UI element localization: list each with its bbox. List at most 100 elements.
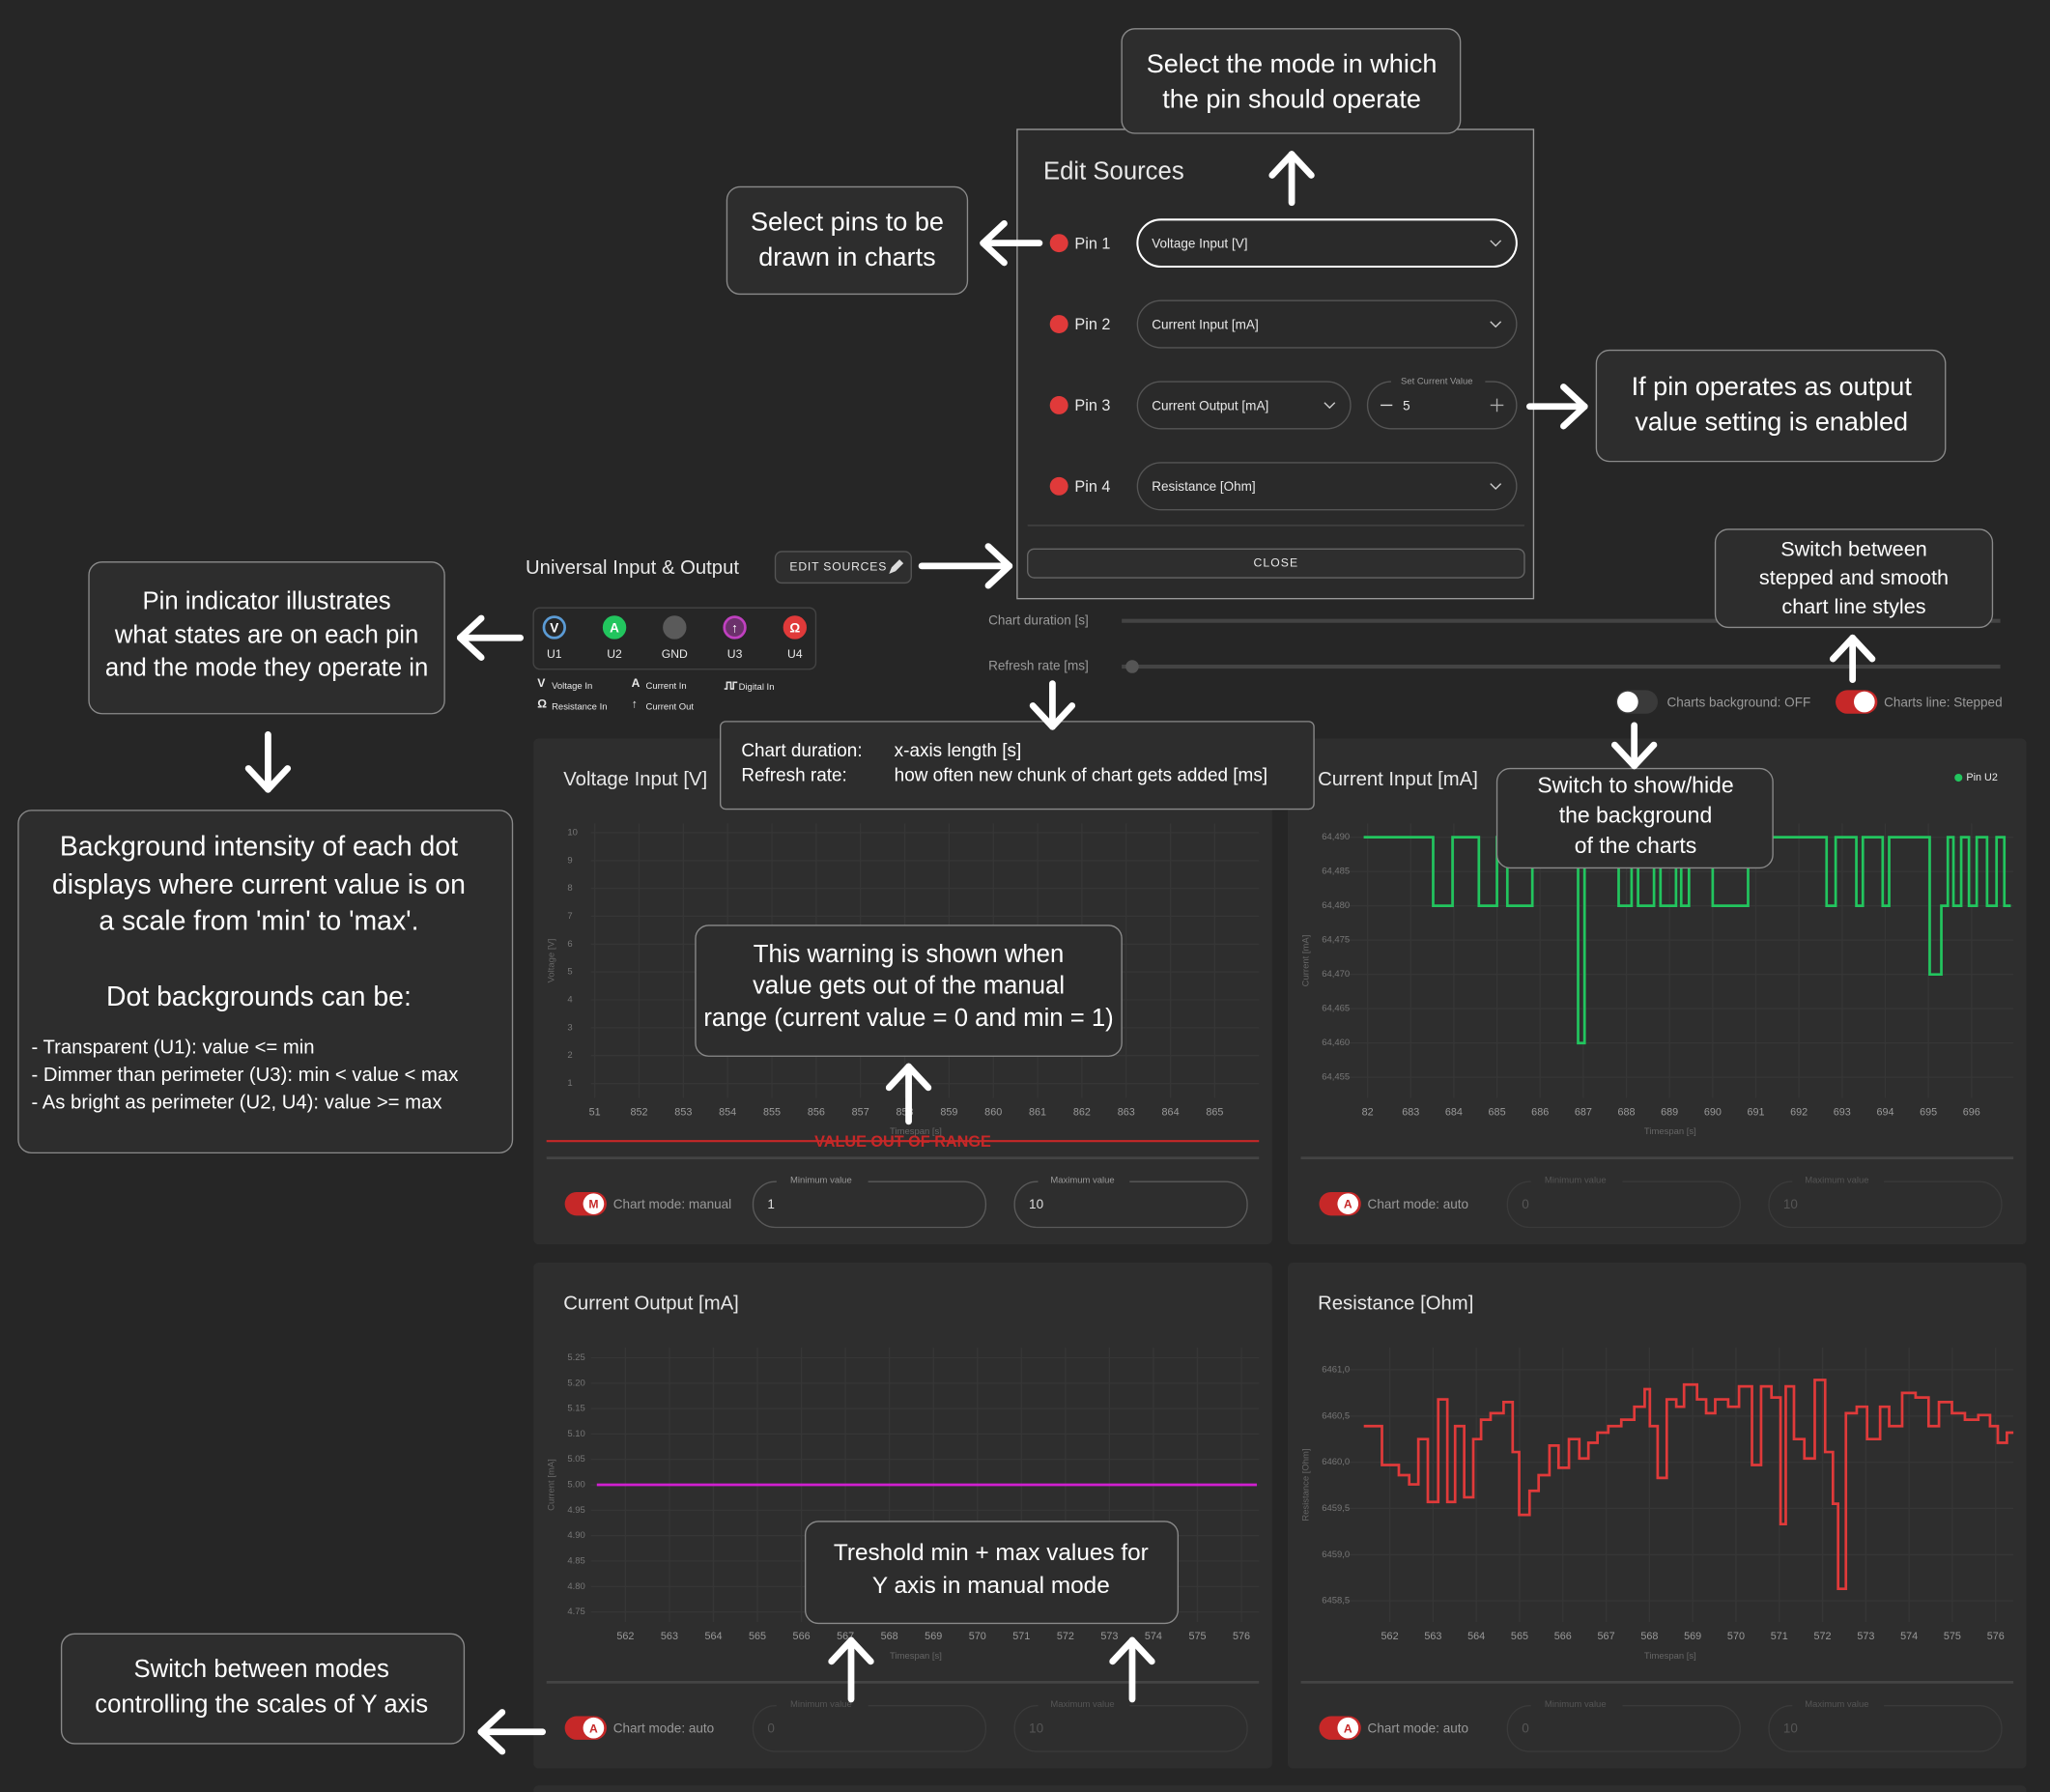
toggle-knob[interactable] bbox=[583, 1717, 605, 1739]
x-tick-label: 565 bbox=[749, 1631, 766, 1642]
y-tick-label: 6461,0 bbox=[1322, 1364, 1350, 1375]
chart-mode-label: Chart mode: auto bbox=[613, 1721, 714, 1736]
mode-select[interactable] bbox=[1136, 299, 1518, 349]
x-tick-label: 863 bbox=[1118, 1106, 1135, 1118]
y-tick-label: 6458,5 bbox=[1322, 1596, 1350, 1607]
value-field[interactable] bbox=[1768, 1180, 2003, 1229]
callout-text: Treshold min + max values for bbox=[834, 1540, 1149, 1566]
x-tick-label: 570 bbox=[969, 1631, 986, 1642]
field-label: Maximum value bbox=[1050, 1699, 1114, 1710]
mode-select-value: Voltage Input [V] bbox=[1152, 237, 1247, 251]
x-tick-label: 568 bbox=[881, 1631, 898, 1642]
legend-label: Pin U2 bbox=[1966, 772, 1997, 783]
value-field[interactable] bbox=[1506, 1180, 1741, 1229]
callout-box bbox=[804, 1521, 1180, 1625]
y-tick-label: 4.95 bbox=[567, 1505, 584, 1516]
chart-panel bbox=[533, 1263, 1272, 1769]
x-tick-label: 563 bbox=[661, 1631, 678, 1642]
arrow-head bbox=[1128, 1636, 1155, 1665]
pin-checkbox[interactable] bbox=[1049, 315, 1068, 334]
x-tick-label: 856 bbox=[808, 1106, 825, 1118]
callout-text: the background bbox=[1559, 803, 1713, 828]
value-field[interactable] bbox=[752, 1180, 987, 1229]
charts-line-label: Charts line: Stepped bbox=[1884, 696, 2002, 710]
x-tick-label: 566 bbox=[793, 1631, 811, 1642]
x-axis-label: Timespan [s] bbox=[1644, 1651, 1696, 1662]
toggle-icon: M bbox=[588, 1198, 598, 1211]
field-label: Minimum value bbox=[790, 1175, 852, 1185]
pin-label: Pin 2 bbox=[1074, 316, 1110, 333]
x-tick-label: 695 bbox=[1920, 1106, 1937, 1118]
legend-symbol: A bbox=[632, 676, 641, 690]
callout-bullet: - As bright as perimeter (U2, U4): value… bbox=[31, 1092, 441, 1113]
mode-select[interactable] bbox=[1136, 218, 1518, 269]
y-tick-label: 1 bbox=[567, 1078, 572, 1089]
field-label: Minimum value bbox=[1545, 1699, 1607, 1710]
pin-checkbox[interactable] bbox=[1049, 395, 1068, 414]
edit-sources-button[interactable] bbox=[774, 551, 912, 584]
y-tick-label: 64,455 bbox=[1322, 1072, 1350, 1083]
x-tick-label: 571 bbox=[1012, 1631, 1030, 1642]
field-label: Minimum value bbox=[1545, 1175, 1607, 1185]
y-tick-label: 64,485 bbox=[1322, 867, 1350, 877]
pin-label: GND bbox=[662, 647, 688, 661]
pin-checkbox[interactable] bbox=[1049, 234, 1068, 253]
pin-checkbox[interactable] bbox=[1049, 476, 1068, 496]
mode-select[interactable] bbox=[1136, 381, 1352, 430]
set-current-label: Set Current Value bbox=[1401, 377, 1473, 387]
y-tick-label: 6459,5 bbox=[1322, 1503, 1350, 1514]
next-panel bbox=[533, 1785, 2027, 1792]
y-tick-label: 64,480 bbox=[1322, 900, 1350, 911]
legend-symbol: V bbox=[537, 676, 546, 690]
chart-title: Current Input [mA] bbox=[1318, 769, 1478, 790]
arrow-head bbox=[265, 765, 292, 793]
mode-select[interactable] bbox=[1136, 462, 1518, 511]
arrow-head bbox=[477, 1728, 506, 1755]
slider-knob[interactable] bbox=[1125, 660, 1139, 673]
x-tick-label: 696 bbox=[1963, 1106, 1980, 1118]
y-tick-label: 64,490 bbox=[1322, 832, 1350, 842]
toggle-knob[interactable] bbox=[1337, 1717, 1359, 1739]
chart-title: Resistance [Ohm] bbox=[1318, 1294, 1473, 1315]
close-button[interactable] bbox=[1027, 548, 1525, 579]
x-axis-label: Timespan [s] bbox=[890, 1126, 942, 1137]
x-tick-label: 693 bbox=[1834, 1106, 1851, 1118]
pin-label: Pin 1 bbox=[1074, 235, 1110, 252]
value-field[interactable] bbox=[1768, 1705, 2003, 1752]
value-field[interactable] bbox=[752, 1705, 987, 1752]
x-tick-label: 855 bbox=[763, 1106, 781, 1118]
arrow-head bbox=[905, 1063, 932, 1092]
x-tick-label: 687 bbox=[1575, 1106, 1592, 1118]
pin-dot bbox=[602, 615, 627, 640]
callout-text: of the charts bbox=[1575, 833, 1697, 858]
callout-box bbox=[695, 924, 1123, 1057]
arrow-head bbox=[477, 1709, 506, 1736]
x-axis-label: Timespan [s] bbox=[1644, 1126, 1696, 1137]
toggle-knob[interactable] bbox=[583, 1193, 605, 1214]
toggle-knob[interactable] bbox=[1854, 691, 1875, 713]
field-label-bg bbox=[1792, 1697, 1885, 1712]
callout-text: Switch between bbox=[1780, 536, 1927, 560]
pin-label: Pin 4 bbox=[1074, 478, 1110, 496]
x-tick-label: 572 bbox=[1057, 1631, 1074, 1642]
arrow-head bbox=[980, 240, 1008, 267]
x-axis-label: Timespan [s] bbox=[890, 1651, 942, 1662]
x-tick-label: 688 bbox=[1618, 1106, 1636, 1118]
mode-select-value: Current Input [mA] bbox=[1152, 317, 1258, 331]
field-value: 0 bbox=[767, 1721, 775, 1736]
y-axis-label: Current [mA] bbox=[547, 1459, 557, 1511]
value-field[interactable] bbox=[1013, 1180, 1248, 1229]
refresh-rate-label: Refresh rate [ms] bbox=[988, 659, 1089, 673]
legend-dot bbox=[1954, 773, 1963, 782]
callout-text: the pin should operate bbox=[1162, 84, 1421, 113]
plus-icon[interactable] bbox=[1490, 398, 1504, 412]
pin-label: U1 bbox=[547, 647, 562, 661]
value-field[interactable] bbox=[1506, 1705, 1741, 1752]
y-tick-label: 6459,0 bbox=[1322, 1550, 1350, 1560]
value-field[interactable] bbox=[1013, 1705, 1248, 1752]
toggle-knob[interactable] bbox=[1617, 691, 1638, 713]
y-tick-label: 64,475 bbox=[1322, 935, 1350, 946]
toggle-knob[interactable] bbox=[1337, 1193, 1359, 1214]
callout-subtitle: Dot backgrounds can be: bbox=[106, 981, 412, 1012]
